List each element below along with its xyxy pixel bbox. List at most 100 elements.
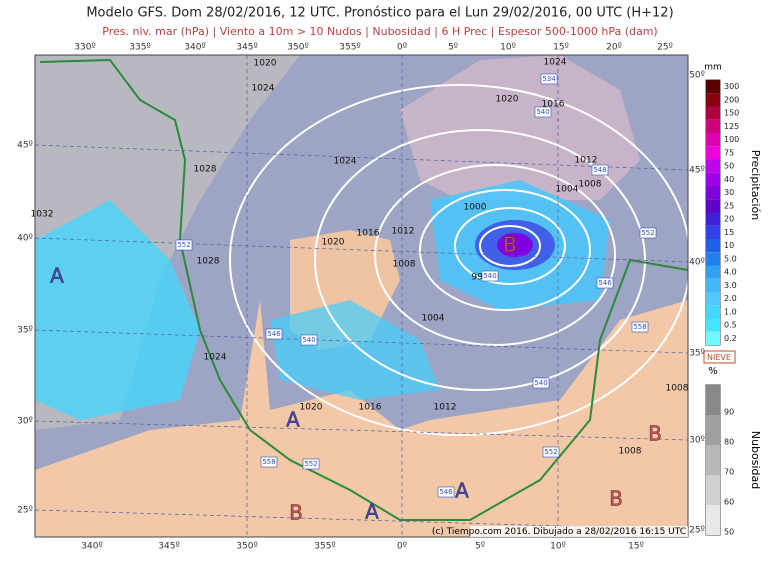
- graticule: [34, 55, 689, 537]
- isobar-label: 1000: [464, 203, 487, 213]
- lon-label: 345º: [158, 542, 179, 552]
- thickness-box: [534, 106, 552, 118]
- pressure-center: A: [365, 500, 379, 524]
- lon-label: 10º: [500, 43, 516, 53]
- thickness-label: 552: [641, 229, 654, 237]
- lon-label: 345º: [236, 43, 257, 53]
- lon-label: 330º: [74, 43, 95, 53]
- thickness-box: [631, 321, 649, 333]
- lon-label: 0º: [397, 542, 407, 552]
- thickness-box: [532, 377, 550, 389]
- lon-label: 340º: [81, 542, 102, 552]
- precip-swatch: [706, 252, 720, 266]
- precip-med: [270, 300, 440, 400]
- lon-label: 10º: [550, 542, 566, 552]
- lat-label: 30º: [17, 417, 33, 427]
- thickness-label: 552: [544, 448, 557, 456]
- precip-swatch: [706, 172, 720, 186]
- isobar-label: 1008: [619, 447, 642, 457]
- lat-label: 50º: [689, 71, 705, 81]
- cloud-legend-label: 80: [724, 438, 734, 447]
- cloud-legend-label: 90: [724, 408, 734, 417]
- precip-legend-label: 3.0: [724, 281, 737, 290]
- lat-label: 25º: [689, 526, 705, 536]
- thickness-box: [542, 446, 560, 458]
- thickness-label: 558: [262, 458, 275, 466]
- lon-label: 15º: [553, 43, 569, 53]
- lon-label: 340º: [184, 43, 205, 53]
- thickness-label: 546: [267, 330, 281, 338]
- precip-swatch: [706, 331, 720, 345]
- lon-label: 355º: [314, 542, 335, 552]
- thickness-box: [596, 277, 614, 289]
- map: [34, 54, 691, 538]
- snow-label: NIEVE: [707, 353, 731, 362]
- cloud-swatch: [706, 445, 720, 475]
- thickness-box: [540, 73, 558, 85]
- isobar-label: 1028: [194, 165, 217, 175]
- precip-legend-label: 40: [724, 175, 734, 184]
- thickness-label: 540: [534, 379, 547, 387]
- isobar-label: 1020: [254, 59, 277, 69]
- lon-label: 15º: [628, 542, 644, 552]
- precip-legend-label: 5.0: [724, 254, 737, 263]
- isobar-label: 1020: [322, 238, 345, 248]
- precip-legend-label: 1.0: [724, 307, 737, 316]
- isobar-label: 1024: [334, 157, 357, 167]
- precip-legend-label: 300: [724, 82, 739, 91]
- cloud-title: Nubosidad: [749, 431, 762, 489]
- lon-label: 335º: [129, 43, 150, 53]
- thickness-label: 540: [536, 108, 549, 116]
- lon-label: 350º: [287, 43, 308, 53]
- thickness-box: [300, 334, 318, 346]
- isobar-label: 1020: [300, 403, 323, 413]
- isobar-label: 1024: [204, 353, 227, 363]
- lon-label: 0º: [397, 43, 407, 53]
- pressure-center: B: [648, 422, 662, 446]
- thickness-label: 548: [593, 166, 606, 174]
- pressure-center: A: [286, 408, 300, 432]
- lon-label: 350º: [236, 542, 257, 552]
- isobar-label: 1028: [197, 257, 220, 267]
- precip-legend-label: 0.5: [724, 321, 737, 330]
- precip-legend-label: 0.2: [724, 334, 737, 343]
- precip-legend-label: 25: [724, 201, 734, 210]
- precip-legend-label: 150: [724, 109, 739, 118]
- precip-swatch: [706, 119, 720, 133]
- thickness-box: [260, 456, 278, 468]
- precip-swatch: [706, 93, 720, 107]
- boundary-line: [39, 58, 689, 521]
- precip-unit: mm: [704, 63, 722, 73]
- pressure-center: B: [503, 233, 517, 257]
- precip-swatch: [706, 159, 720, 173]
- precip-legend-label: 100: [724, 135, 739, 144]
- thickness-box: [437, 486, 455, 498]
- lon-label: 355º: [339, 43, 360, 53]
- precip-legend-label: 2.0: [724, 294, 737, 303]
- land-europe: [400, 55, 640, 200]
- map-frame: [34, 54, 689, 538]
- isobar-label: 1012: [575, 156, 598, 166]
- isobar-label: 1008: [393, 260, 416, 270]
- thickness-label: 546: [598, 279, 612, 287]
- isobar-label: 1024: [544, 58, 567, 68]
- precip-swatch: [706, 212, 720, 226]
- thickness-box: [265, 328, 283, 340]
- pressure-center: B: [609, 487, 623, 511]
- isobar-label: 1020: [496, 95, 519, 105]
- cloud-swatch: [706, 415, 720, 445]
- precip-swatch: [706, 80, 720, 94]
- lat-label: 40º: [17, 234, 33, 244]
- precip-legend-label: 20: [724, 215, 734, 224]
- thickness-label: 546: [439, 488, 453, 496]
- precip-swatch: [706, 305, 720, 319]
- isobar-label: 1008: [666, 384, 689, 394]
- precip-peak: [497, 233, 533, 257]
- precip-legend-label: 200: [724, 95, 739, 104]
- isobar-label: 1012: [434, 403, 457, 413]
- precip-swatch: [706, 225, 720, 239]
- precip-legend-label: 50: [724, 162, 734, 171]
- precip-swatch: [706, 199, 720, 213]
- precip-legend-label: 30: [724, 188, 734, 197]
- isobar-label: 1032: [31, 210, 54, 220]
